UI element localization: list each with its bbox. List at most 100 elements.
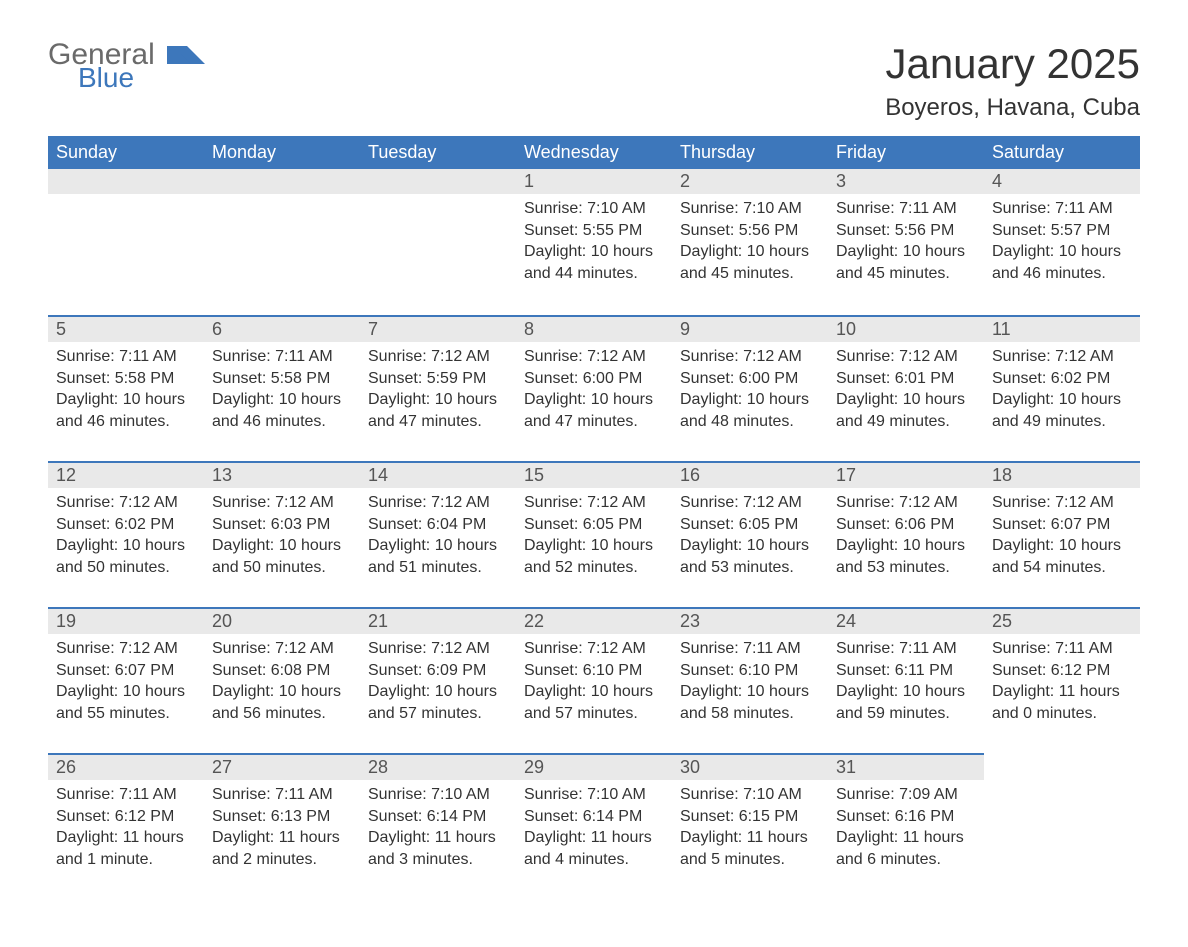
day-number: 22 <box>516 609 672 634</box>
daylight-line: Daylight: 10 hours and 58 minutes. <box>680 681 820 724</box>
calendar-week-row: 19 Sunrise: 7:12 AM Sunset: 6:07 PM Dayligh… <box>48 607 1140 753</box>
calendar-cell: 4Sunrise: 7:11 AMSunset: 5:57 PMDaylight… <box>984 169 1140 315</box>
sunrise-line: Sunrise: 7:12 AM <box>992 492 1132 514</box>
day-number: 15 <box>516 463 672 488</box>
sunrise-line: Sunrise: 7:12 AM <box>680 346 820 368</box>
daylight-line: Daylight: 11 hours and 3 minutes. <box>368 827 508 870</box>
sunrise-line: Sunrise: 7:12 AM <box>524 638 664 660</box>
calendar-cell <box>984 753 1140 899</box>
day-details: Sunrise: 7:11 AMSunset: 6:13 PMDaylight:… <box>204 780 360 878</box>
calendar-cell <box>204 169 360 315</box>
calendar-cell: 22Sunrise: 7:12 AMSunset: 6:10 PMDayligh… <box>516 607 672 753</box>
daylight-line: Daylight: 10 hours and 57 minutes. <box>524 681 664 724</box>
sunrise-line: Sunrise: 7:11 AM <box>992 198 1132 220</box>
sunrise-line: Sunrise: 7:11 AM <box>836 198 976 220</box>
daylight-line: Daylight: 10 hours and 48 minutes. <box>680 389 820 432</box>
sunrise-line: Sunrise: 7:12 AM <box>524 492 664 514</box>
day-number: 9 <box>672 317 828 342</box>
day-details: Sunrise: 7:12 AMSunset: 6:05 PMDaylight:… <box>516 488 672 586</box>
daylight-line: Daylight: 10 hours and 49 minutes. <box>992 389 1132 432</box>
day-number: 21 <box>360 609 516 634</box>
sunset-line: Sunset: 6:11 PM <box>836 660 976 682</box>
day-number: 24 <box>828 609 984 634</box>
sunrise-line: Sunrise: 7:11 AM <box>212 784 352 806</box>
day-number: 17 <box>828 463 984 488</box>
day-number: 13 <box>204 463 360 488</box>
calendar-cell: 16Sunrise: 7:12 AMSunset: 6:05 PMDayligh… <box>672 461 828 607</box>
day-number: 4 <box>984 169 1140 194</box>
sunset-line: Sunset: 5:58 PM <box>56 368 196 390</box>
weekday-header: Wednesday <box>516 136 672 169</box>
header: General Blue January 2025 Boyeros, Havan… <box>48 40 1140 122</box>
daylight-line: Daylight: 10 hours and 57 minutes. <box>368 681 508 724</box>
sunrise-line: Sunrise: 7:12 AM <box>836 346 976 368</box>
sunrise-line: Sunrise: 7:12 AM <box>992 346 1132 368</box>
day-details: Sunrise: 7:10 AMSunset: 6:14 PMDaylight:… <box>516 780 672 878</box>
day-details: Sunrise: 7:12 AMSunset: 6:06 PMDaylight:… <box>828 488 984 586</box>
day-number: 31 <box>828 755 984 780</box>
day-details: Sunrise: 7:12 AMSunset: 6:09 PMDaylight:… <box>360 634 516 732</box>
day-number: 19 <box>48 609 204 634</box>
sunset-line: Sunset: 6:12 PM <box>992 660 1132 682</box>
day-number: 18 <box>984 463 1140 488</box>
sunrise-line: Sunrise: 7:12 AM <box>212 492 352 514</box>
sunset-line: Sunset: 6:14 PM <box>368 806 508 828</box>
calendar-cell: 26Sunrise: 7:11 AMSunset: 6:12 PMDayligh… <box>48 753 204 899</box>
day-number: 14 <box>360 463 516 488</box>
day-number: 23 <box>672 609 828 634</box>
day-details: Sunrise: 7:11 AMSunset: 5:56 PMDaylight:… <box>828 194 984 292</box>
calendar-cell: 20Sunrise: 7:12 AMSunset: 6:08 PMDayligh… <box>204 607 360 753</box>
calendar-cell: 3Sunrise: 7:11 AMSunset: 5:56 PMDaylight… <box>828 169 984 315</box>
weekday-header: Saturday <box>984 136 1140 169</box>
sunrise-line: Sunrise: 7:11 AM <box>992 638 1132 660</box>
day-number: 1 <box>516 169 672 194</box>
day-details: Sunrise: 7:12 AMSunset: 6:00 PMDaylight:… <box>516 342 672 440</box>
calendar-cell: 21Sunrise: 7:12 AMSunset: 6:09 PMDayligh… <box>360 607 516 753</box>
sunset-line: Sunset: 6:05 PM <box>524 514 664 536</box>
calendar-cell: 27Sunrise: 7:11 AMSunset: 6:13 PMDayligh… <box>204 753 360 899</box>
daylight-line: Daylight: 10 hours and 44 minutes. <box>524 241 664 284</box>
daylight-line: Daylight: 10 hours and 59 minutes. <box>836 681 976 724</box>
calendar-cell <box>360 169 516 315</box>
daylight-line: Daylight: 10 hours and 52 minutes. <box>524 535 664 578</box>
day-details: Sunrise: 7:12 AMSunset: 6:05 PMDaylight:… <box>672 488 828 586</box>
calendar-cell: 30Sunrise: 7:10 AMSunset: 6:15 PMDayligh… <box>672 753 828 899</box>
calendar-cell: 17Sunrise: 7:12 AMSunset: 6:06 PMDayligh… <box>828 461 984 607</box>
calendar-body: 1Sunrise: 7:10 AMSunset: 5:55 PMDaylight… <box>48 169 1140 899</box>
day-details: Sunrise: 7:11 AMSunset: 5:58 PMDaylight:… <box>48 342 204 440</box>
sunset-line: Sunset: 6:15 PM <box>680 806 820 828</box>
empty-day-bar <box>48 169 204 194</box>
calendar-week-row: 5Sunrise: 7:11 AMSunset: 5:58 PMDaylight… <box>48 315 1140 461</box>
weekday-header: Thursday <box>672 136 828 169</box>
calendar-week-row: 1Sunrise: 7:10 AMSunset: 5:55 PMDaylight… <box>48 169 1140 315</box>
day-details: Sunrise: 7:12 AMSunset: 6:03 PMDaylight:… <box>204 488 360 586</box>
sunrise-line: Sunrise: 7:11 AM <box>836 638 976 660</box>
day-details: Sunrise: 7:12 AMSunset: 6:02 PMDaylight:… <box>48 488 204 586</box>
daylight-line: Daylight: 10 hours and 54 minutes. <box>992 535 1132 578</box>
calendar-cell: 9Sunrise: 7:12 AMSunset: 6:00 PMDaylight… <box>672 315 828 461</box>
day-number: 25 <box>984 609 1140 634</box>
day-details: Sunrise: 7:12 AMSunset: 5:59 PMDaylight:… <box>360 342 516 440</box>
daylight-line: Daylight: 11 hours and 4 minutes. <box>524 827 664 870</box>
daylight-line: Daylight: 10 hours and 46 minutes. <box>56 389 196 432</box>
day-number: 5 <box>48 317 204 342</box>
daylight-line: Daylight: 10 hours and 50 minutes. <box>56 535 196 578</box>
calendar-cell: 6Sunrise: 7:11 AMSunset: 5:58 PMDaylight… <box>204 315 360 461</box>
sunset-line: Sunset: 6:07 PM <box>56 660 196 682</box>
daylight-line: Daylight: 11 hours and 6 minutes. <box>836 827 976 870</box>
day-number: 16 <box>672 463 828 488</box>
calendar-page: General Blue January 2025 Boyeros, Havan… <box>0 0 1188 947</box>
day-details: Sunrise: 7:12 AMSunset: 6:08 PMDaylight:… <box>204 634 360 732</box>
day-number: 8 <box>516 317 672 342</box>
calendar-cell: 14Sunrise: 7:12 AMSunset: 6:04 PMDayligh… <box>360 461 516 607</box>
calendar-cell: 13Sunrise: 7:12 AMSunset: 6:03 PMDayligh… <box>204 461 360 607</box>
weekday-header: Monday <box>204 136 360 169</box>
empty-day-bar <box>204 169 360 194</box>
daylight-line: Daylight: 10 hours and 45 minutes. <box>836 241 976 284</box>
sunset-line: Sunset: 6:05 PM <box>680 514 820 536</box>
weekday-header: Friday <box>828 136 984 169</box>
daylight-line: Daylight: 10 hours and 56 minutes. <box>212 681 352 724</box>
daylight-line: Daylight: 11 hours and 5 minutes. <box>680 827 820 870</box>
day-details: Sunrise: 7:11 AMSunset: 5:58 PMDaylight:… <box>204 342 360 440</box>
sunrise-line: Sunrise: 7:10 AM <box>524 198 664 220</box>
